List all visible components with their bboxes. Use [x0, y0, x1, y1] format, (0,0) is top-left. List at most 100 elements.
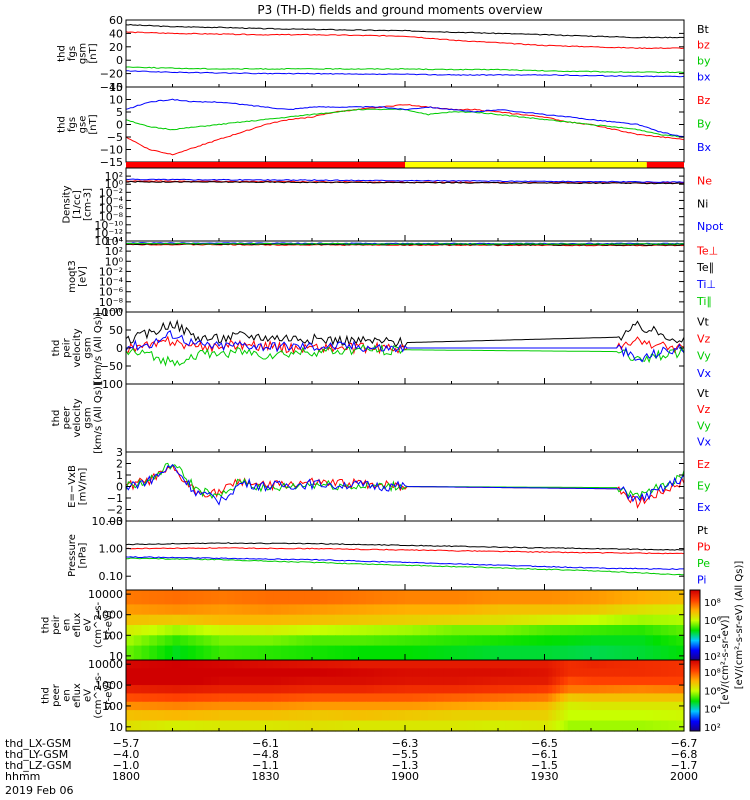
spectrogram-cell [281, 614, 290, 626]
spectrogram-cell [304, 720, 313, 732]
spectrogram-cell [606, 668, 615, 678]
spectrogram-cell [350, 604, 360, 616]
x-tick-label: 1930 [531, 770, 559, 783]
spectrogram-cell [257, 635, 267, 647]
spectrogram-cell [505, 701, 515, 711]
spectrogram-cell [343, 660, 352, 669]
spectrogram-cell [335, 710, 344, 722]
spectrogram-cell [242, 701, 251, 711]
spectrogram-cell [141, 645, 150, 661]
spectrogram-cell [622, 660, 631, 669]
spectrogram-cell [288, 668, 298, 678]
spectrogram-cell [319, 614, 329, 626]
spectrogram-cell [676, 720, 685, 732]
spectrogram-cell [552, 645, 561, 661]
spectrogram-cell [536, 685, 546, 695]
spectrogram-cell [529, 590, 538, 606]
spectrogram-cell [141, 614, 150, 626]
y-tick-label: 10⁻¹⁰ [94, 219, 123, 232]
spectrogram-cell [637, 614, 646, 626]
spectrogram-cell [420, 604, 429, 616]
spectrogram-cell [172, 625, 181, 636]
spectrogram-cell [366, 720, 375, 732]
spectrogram-cell [529, 685, 538, 695]
spectrogram-cell [451, 701, 460, 711]
spectrogram-cell [172, 645, 181, 661]
spectrogram-cell [529, 604, 538, 616]
colorbar-strip [690, 645, 700, 647]
spectrogram-cell [521, 701, 530, 711]
panel-ion_velocity: 100 50 0 −50 −100 thd peir velocity gsm [km/s (Al… [51, 306, 712, 391]
spectrogram-cell [164, 668, 174, 678]
spectrogram-cell [645, 720, 654, 732]
spectrogram-cell [343, 625, 352, 636]
spectrogram-cell [459, 645, 468, 661]
spectrogram-cell [211, 701, 220, 711]
legend-entry: Ne [697, 175, 712, 188]
colorbar-strip [690, 631, 700, 633]
spectrogram-cell [513, 676, 522, 686]
spectrogram-cell [343, 720, 352, 732]
spectrogram-cell [405, 660, 414, 669]
legend-entry: Vx [697, 435, 712, 448]
y-axis-label: [nT] [88, 43, 99, 63]
spectrogram-cell [451, 693, 460, 703]
spectrogram-cell [436, 693, 445, 703]
spectrogram-cell [622, 635, 631, 647]
spectrogram-cell [149, 614, 158, 626]
legend-entry: Pi [697, 573, 706, 586]
spectrogram-cell [366, 614, 375, 626]
spectrogram-cell [188, 660, 197, 669]
x-tick-label: −4.0 [113, 748, 140, 761]
spectrogram-cell [614, 676, 623, 686]
spectrogram-cell [312, 625, 321, 636]
colorbar-strip [690, 686, 700, 688]
colorbar-frame [689, 659, 701, 732]
y-tick-label: 1.00 [99, 543, 124, 556]
spectrogram-cell [157, 710, 166, 722]
spectrogram-cell [172, 685, 181, 695]
spectrogram-cell [180, 710, 189, 722]
spectrogram-cell [548, 710, 553, 722]
spectrogram-cell [157, 668, 166, 678]
spectrogram-cell [381, 635, 391, 647]
spectrogram-cell [172, 604, 181, 616]
spectrogram-cell [389, 625, 398, 636]
spectrogram-cell [226, 668, 236, 678]
colorbar-strip [690, 612, 700, 614]
spectrogram-cell [304, 614, 313, 626]
spectrogram-cell [381, 660, 391, 669]
legend-entry: Te⊥ [696, 244, 718, 257]
spectrogram-cell [420, 590, 429, 606]
spectrogram-cell [443, 604, 453, 616]
spectrogram-cell [459, 590, 468, 606]
spectrogram-cell [443, 701, 453, 711]
spectrogram-cell [273, 614, 282, 626]
spectrogram-cell [443, 645, 453, 661]
spectrogram-cell [296, 604, 305, 616]
spectrogram-cell [571, 676, 577, 686]
spectrogram-cell [629, 720, 639, 732]
spectrogram-cell [653, 693, 662, 703]
y-axis-label: thd [51, 410, 62, 427]
y-axis-label: (cm^2-s- [93, 672, 104, 719]
spectrogram-cell [474, 693, 484, 703]
spectrogram-cell [583, 676, 588, 686]
y-axis-label: [nPa] [77, 542, 88, 568]
colorbar-strip [690, 647, 700, 649]
spectrogram-cell [257, 720, 267, 732]
spectrogram-cell [226, 635, 236, 647]
spectrogram-cell [660, 604, 670, 616]
spectrogram-cell [327, 590, 336, 606]
spectrogram-cell [141, 685, 150, 695]
spectrogram-cell [149, 668, 158, 678]
spectrogram-cell [645, 701, 654, 711]
spectrogram-cell [474, 685, 484, 695]
colorbar-strip [690, 701, 700, 703]
colorbar-strip [690, 684, 700, 686]
spectrogram-cell [571, 685, 577, 695]
spectrogram-cell [443, 720, 453, 732]
spectrogram-cell [343, 604, 352, 616]
